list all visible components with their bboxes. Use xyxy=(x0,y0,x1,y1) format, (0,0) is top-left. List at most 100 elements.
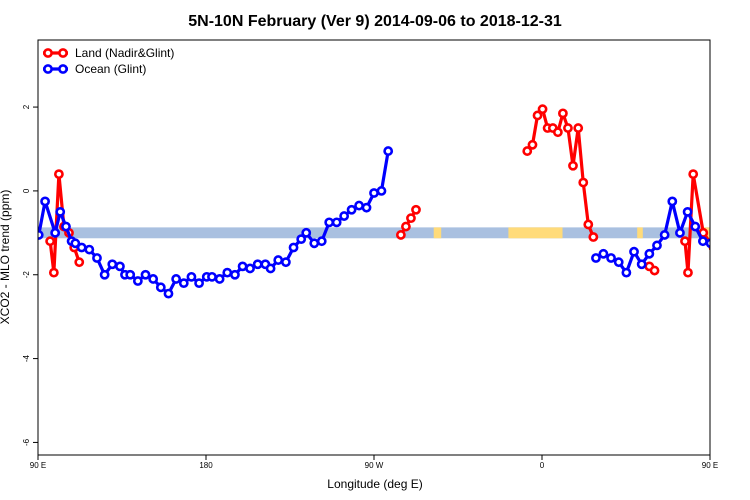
data-point xyxy=(588,232,599,242)
x-tick-label: 90 W xyxy=(365,461,384,470)
data-point xyxy=(194,278,204,289)
data-point xyxy=(207,271,217,282)
data-point xyxy=(690,221,701,232)
data-point xyxy=(252,259,263,270)
data-point xyxy=(411,204,421,215)
data-point xyxy=(361,202,372,213)
y-axis: -6 -4 -2 0 2 xyxy=(22,104,38,446)
data-point xyxy=(107,259,118,270)
data-point xyxy=(309,238,320,249)
data-point xyxy=(675,227,685,238)
data-point xyxy=(680,236,690,247)
data-point xyxy=(245,263,255,274)
x-tick-label: 90 E xyxy=(702,461,718,470)
data-point xyxy=(301,227,312,238)
land-band-segment xyxy=(433,227,442,239)
data-point xyxy=(132,276,143,286)
data-point xyxy=(738,254,745,261)
data-point xyxy=(163,288,174,299)
data-point xyxy=(598,248,609,259)
data-point xyxy=(708,244,710,251)
data-point xyxy=(563,123,573,133)
data-point xyxy=(346,204,357,215)
data-point xyxy=(705,238,710,249)
data-point xyxy=(401,221,411,232)
data-point xyxy=(715,242,722,249)
data-point xyxy=(45,236,56,247)
data-point xyxy=(214,274,225,284)
data-point xyxy=(70,238,81,249)
data-point xyxy=(38,230,44,240)
legend-label: Ocean (Glint) xyxy=(75,62,146,76)
legend-marker xyxy=(43,64,53,74)
data-point xyxy=(178,278,189,289)
series-ocean xyxy=(38,146,750,299)
data-point xyxy=(383,146,394,156)
data-point xyxy=(171,274,182,284)
data-point xyxy=(730,246,737,253)
legend-marker xyxy=(58,48,68,58)
data-point xyxy=(558,108,568,119)
data-point xyxy=(527,139,538,150)
data-point xyxy=(155,282,166,293)
data-point xyxy=(115,261,125,272)
data-point xyxy=(186,271,197,282)
data-point xyxy=(644,248,655,259)
legend-marker xyxy=(43,48,53,58)
legend-label: Land (Nadir&Glint) xyxy=(75,46,174,60)
data-point xyxy=(296,234,307,245)
data-point xyxy=(621,267,632,278)
data-point xyxy=(331,217,342,228)
data-point xyxy=(682,206,693,217)
plot-frame xyxy=(37,39,711,456)
y-tick-label: 2 xyxy=(22,104,31,109)
data-point xyxy=(265,263,276,274)
data-point xyxy=(712,259,719,266)
data-point xyxy=(606,253,616,263)
data-point xyxy=(573,123,584,133)
data-point xyxy=(722,246,729,253)
data-point xyxy=(745,269,750,276)
data-point xyxy=(55,206,66,217)
x-tick-label: 0 xyxy=(540,461,545,470)
data-point xyxy=(54,169,64,180)
data-point xyxy=(683,267,693,278)
data-point xyxy=(659,230,670,240)
plot-content xyxy=(38,104,750,299)
x-axis: 90 E 180 90 W 0 90 E xyxy=(30,455,718,470)
data-point xyxy=(48,267,59,278)
data-point xyxy=(316,236,327,247)
data-point xyxy=(280,257,291,268)
data-point xyxy=(339,211,350,221)
data-point xyxy=(40,196,50,207)
data-point xyxy=(583,219,594,230)
data-point xyxy=(652,240,662,251)
data-point xyxy=(50,227,61,238)
data-point xyxy=(324,217,335,228)
data-point xyxy=(698,236,708,247)
data-point xyxy=(591,253,601,263)
data-point xyxy=(354,200,364,211)
data-point xyxy=(61,221,71,232)
chart-title: 5N-10N February (Ver 9) 2014-09-06 to 20… xyxy=(188,13,562,30)
data-point xyxy=(667,196,678,207)
ocean-band xyxy=(38,227,710,239)
data-point xyxy=(649,265,660,276)
data-point xyxy=(369,188,379,198)
data-point xyxy=(636,259,647,270)
x-axis-label: Longitude (deg E) xyxy=(327,477,422,491)
data-point xyxy=(406,213,416,224)
y-axis-label: XCO2 - MLO trend (ppm) xyxy=(0,190,12,325)
data-point xyxy=(273,255,284,265)
data-point xyxy=(230,269,240,280)
data-point xyxy=(629,246,639,257)
data-point xyxy=(237,261,248,272)
series-line xyxy=(683,172,710,275)
data-point xyxy=(288,242,299,253)
data-point xyxy=(222,267,233,278)
x-tick-label: 90 E xyxy=(30,461,46,470)
data-point xyxy=(84,244,95,255)
data-point xyxy=(578,177,589,188)
y-tick-label: -4 xyxy=(22,354,31,362)
